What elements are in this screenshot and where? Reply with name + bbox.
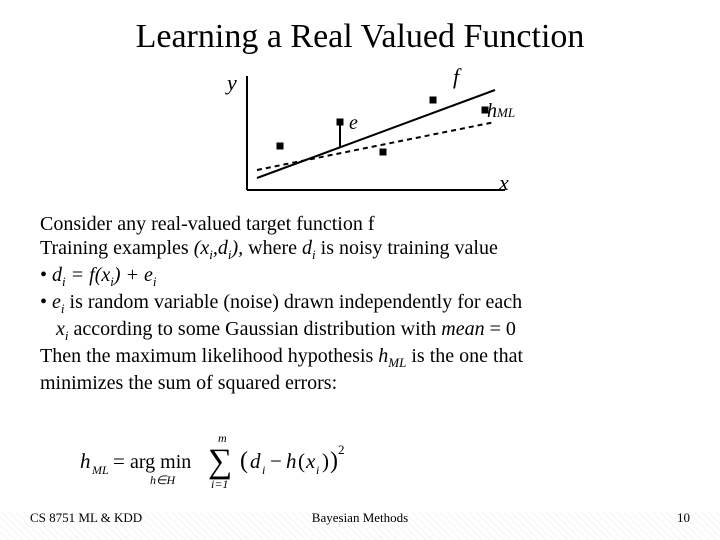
body-text: Consider any real-valued target function…	[40, 212, 680, 395]
slide-title: Learning a Real Valued Function	[0, 18, 720, 56]
formula: h ML = arg min h∈H m ∑ i=1 ( d i − h ( x…	[80, 430, 440, 497]
b1a: d	[52, 264, 62, 286]
f-lp2: (	[298, 449, 305, 473]
b1c: = f(x	[66, 264, 111, 286]
l3b: h	[378, 345, 388, 367]
axis-y-label: y	[227, 70, 237, 96]
f-hH: h∈H	[150, 473, 176, 487]
f-i1: i=1	[211, 477, 228, 491]
f-rp2: )	[322, 449, 329, 473]
footer-right: 10	[677, 510, 690, 526]
l3d: is the one that	[406, 345, 523, 367]
f-minus: −	[270, 449, 282, 473]
h-subscript: ML	[497, 105, 515, 120]
f-sigma: ∑	[208, 443, 232, 480]
l2g: where	[243, 237, 302, 259]
f-rp1: )	[330, 448, 338, 474]
axis-x-label: x	[499, 170, 509, 196]
f-x: x	[305, 449, 316, 473]
b2a: e	[52, 291, 61, 313]
f-d: d	[250, 449, 261, 473]
f-eq: =	[113, 449, 125, 473]
f-sq: 2	[338, 442, 345, 457]
l3a: Then the maximum likelihood hypothesis	[40, 345, 378, 367]
line-2: Training examples (xi,di), where di is n…	[40, 236, 680, 263]
f-ml: ML	[91, 463, 109, 477]
l2f: ),	[232, 237, 244, 259]
l1a: Consider any real-valued target function…	[40, 213, 375, 235]
chart: y x f e hML	[205, 70, 515, 200]
bullet-1: • di = f(xi) + ei	[40, 263, 680, 290]
f-lp1: (	[240, 448, 248, 474]
l2b: (x	[194, 237, 210, 259]
f-xi: i	[316, 463, 319, 477]
b2d: x	[56, 318, 65, 340]
line-f-label: f	[453, 64, 459, 90]
l2j: is noisy training value	[316, 237, 498, 259]
b2g: mean	[441, 318, 484, 340]
line-h-label: hML	[487, 100, 515, 123]
b1e: ) + e	[114, 264, 153, 286]
f-di: i	[262, 463, 265, 477]
f-h: h	[80, 449, 91, 473]
slide: Learning a Real Valued Function y x f e …	[0, 0, 720, 540]
b1f: i	[153, 274, 157, 289]
bullet-2: • ei is random variable (noise) drawn in…	[40, 290, 680, 317]
chart-svg	[205, 70, 515, 200]
line-3: Then the maximum likelihood hypothesis h…	[40, 344, 680, 371]
l2d: ,d	[213, 237, 228, 259]
footer-center: Bayesian Methods	[0, 510, 720, 526]
error-label: e	[349, 112, 358, 135]
l3c: ML	[388, 355, 406, 370]
f-hx: h	[286, 449, 297, 473]
bullet-2-cont: xi according to some Gaussian distributi…	[56, 317, 680, 344]
b2h: = 0	[485, 318, 516, 340]
b2f: according to some Gaussian distribution …	[69, 318, 442, 340]
f-argmin: arg min	[130, 451, 191, 473]
l2a: Training examples	[40, 237, 194, 259]
h-symbol: h	[487, 100, 497, 122]
b2c: is random variable (noise) drawn indepen…	[65, 291, 523, 313]
line-1: Consider any real-valued target function…	[40, 212, 680, 236]
formula-svg: h ML = arg min h∈H m ∑ i=1 ( d i − h ( x…	[80, 430, 440, 492]
line-4: minimizes the sum of squared errors:	[40, 371, 680, 395]
l2h: d	[302, 237, 312, 259]
